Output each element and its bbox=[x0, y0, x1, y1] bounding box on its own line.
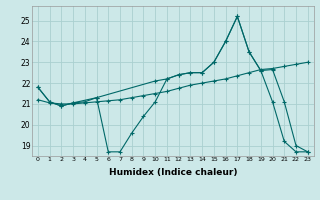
X-axis label: Humidex (Indice chaleur): Humidex (Indice chaleur) bbox=[108, 168, 237, 177]
